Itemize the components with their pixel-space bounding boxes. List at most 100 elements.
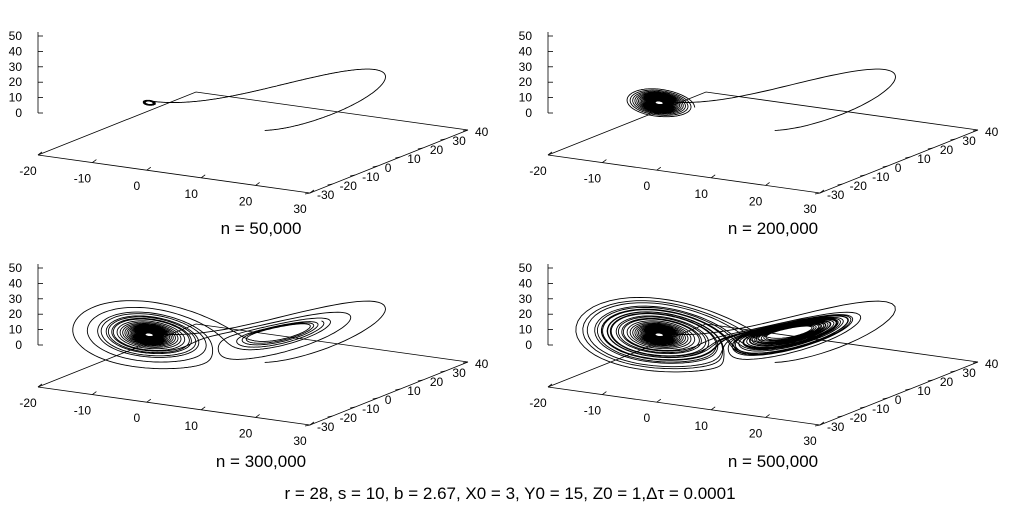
z-tick-label: 50 xyxy=(519,261,533,275)
z-tick-label: 20 xyxy=(9,307,23,321)
x-tick xyxy=(656,166,662,171)
trajectory-line xyxy=(72,300,386,370)
chart-svg: 01020304050-20-100102030-30-20-100102030… xyxy=(9,261,489,448)
z-tick-label: 50 xyxy=(519,29,533,43)
x-tick xyxy=(146,398,152,403)
panel-caption: n = 50,000 xyxy=(220,219,302,238)
x-tick-label: 20 xyxy=(749,194,763,208)
y-tick-label: 30 xyxy=(962,366,976,380)
z-tick-label: 20 xyxy=(519,307,533,321)
x-tick xyxy=(819,421,825,426)
x-tick xyxy=(656,398,662,403)
x-tick xyxy=(547,383,553,388)
y-tick xyxy=(462,129,469,132)
y-tick xyxy=(927,147,933,150)
z-tick-label: 30 xyxy=(9,60,23,74)
z-tick-label: 10 xyxy=(519,91,533,105)
chart-panel: 0 10 20 30 40 50 -20 -10 0 10 20 30 -30 -20 -10 0 10 20 30… xyxy=(0,232,510,464)
y-tick-label: -10 xyxy=(362,170,380,184)
y-tick xyxy=(304,192,311,195)
chart-svg: 01020304050-20-100102030-30-20-100102030… xyxy=(519,29,999,216)
x-tick xyxy=(710,174,716,179)
y-tick-label: 30 xyxy=(452,134,466,148)
y-tick-label: -30 xyxy=(317,188,335,202)
x-tick-label: 10 xyxy=(185,419,199,433)
trajectory-line xyxy=(142,68,386,131)
y-tick xyxy=(905,388,911,391)
x-tick-label: -20 xyxy=(19,164,37,178)
x-tick xyxy=(765,414,770,418)
x-tick xyxy=(765,182,770,186)
y-tick xyxy=(327,183,333,186)
x-tick-label: 30 xyxy=(803,202,817,216)
x-tick-label: 10 xyxy=(185,187,199,201)
base-plane xyxy=(37,129,469,194)
y-tick xyxy=(372,165,378,168)
base-plane xyxy=(547,129,979,194)
x-tick xyxy=(37,151,43,156)
z-tick-label: 40 xyxy=(519,44,533,58)
x-tick-label: 0 xyxy=(133,411,140,425)
y-tick xyxy=(372,397,378,400)
y-tick xyxy=(814,192,821,195)
z-tick-label: 0 xyxy=(525,106,532,120)
x-tick xyxy=(710,406,716,411)
panel-caption: n = 300,000 xyxy=(215,452,307,471)
x-tick xyxy=(819,189,825,194)
z-tick-label: 10 xyxy=(9,91,23,105)
z-tick-label: 20 xyxy=(519,75,533,89)
parameters-caption: r = 28, s = 10, b = 2.67, X0 = 3, Y0 = 1… xyxy=(284,484,736,503)
x-tick-label: 10 xyxy=(695,419,709,433)
z-tick-label: 10 xyxy=(519,323,533,337)
chart-svg: 01020304050-20-100102030-30-20-100102030… xyxy=(519,261,999,448)
y-tick xyxy=(327,415,333,418)
y-tick xyxy=(395,156,401,159)
y-tick-label: 20 xyxy=(430,143,444,157)
x-tick-label: -10 xyxy=(584,172,602,186)
y-tick xyxy=(927,379,933,382)
z-tick-label: 40 xyxy=(519,276,533,290)
z-tick-label: 30 xyxy=(519,292,533,306)
z-tick-label: 40 xyxy=(9,44,23,58)
z-tick-label: 0 xyxy=(15,106,22,120)
y-tick-label: 10 xyxy=(917,384,931,398)
y-tick xyxy=(950,138,956,141)
x-tick xyxy=(200,174,206,179)
x-tick xyxy=(146,166,152,171)
base-plane xyxy=(37,323,469,388)
y-tick-label: 30 xyxy=(452,366,466,380)
y-tick xyxy=(440,138,446,141)
x-tick-label: 0 xyxy=(643,179,650,193)
y-tick xyxy=(905,156,911,159)
y-tick-label: 20 xyxy=(430,375,444,389)
x-tick xyxy=(547,151,553,156)
y-tick xyxy=(395,388,401,391)
y-tick-label: -20 xyxy=(850,179,868,193)
x-tick xyxy=(37,383,43,388)
y-tick-label: -20 xyxy=(340,411,358,425)
y-tick xyxy=(462,361,469,364)
y-tick xyxy=(350,406,356,409)
x-tick-label: 20 xyxy=(239,426,253,440)
base-plane xyxy=(37,91,469,156)
y-tick-label: -30 xyxy=(317,420,335,434)
y-tick-label: 0 xyxy=(385,393,392,407)
x-tick xyxy=(255,182,260,186)
x-tick xyxy=(255,414,260,418)
x-tick-label: 30 xyxy=(803,434,817,448)
x-tick xyxy=(92,391,97,395)
y-tick xyxy=(440,370,446,373)
y-tick xyxy=(860,406,866,409)
y-tick-label: 0 xyxy=(385,161,392,175)
y-tick xyxy=(972,361,979,364)
y-tick-label: -30 xyxy=(827,420,845,434)
x-tick-label: -10 xyxy=(74,404,92,418)
y-tick-label: -20 xyxy=(340,179,358,193)
x-tick xyxy=(309,421,315,426)
y-tick-label: 20 xyxy=(940,143,954,157)
y-tick-label: 40 xyxy=(475,357,489,371)
y-tick xyxy=(882,397,888,400)
x-tick-label: 20 xyxy=(749,426,763,440)
y-tick xyxy=(304,424,311,427)
